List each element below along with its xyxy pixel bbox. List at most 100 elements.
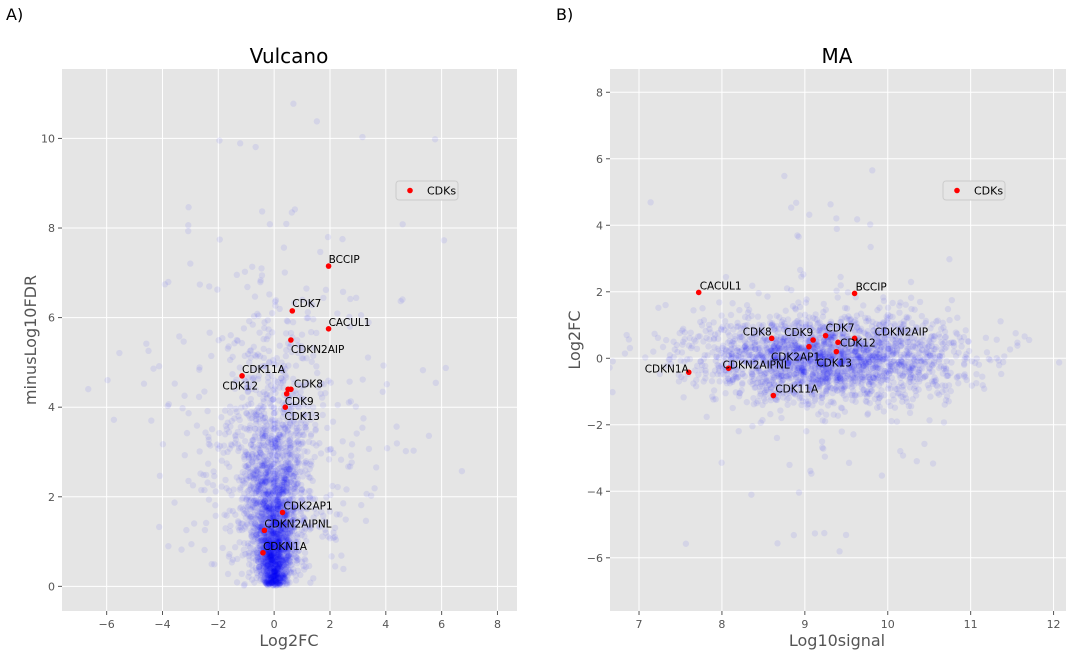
background-point — [907, 370, 914, 377]
background-point — [729, 358, 736, 365]
background-point — [795, 489, 803, 496]
background-point — [276, 574, 283, 581]
background-point — [852, 317, 859, 324]
background-point — [853, 216, 861, 223]
background-point — [302, 421, 309, 428]
background-point — [345, 463, 352, 470]
background-point — [278, 488, 286, 496]
background-point — [808, 470, 815, 477]
background-point — [269, 530, 276, 538]
background-point — [287, 401, 295, 409]
background-point — [803, 354, 810, 361]
background-point — [239, 394, 246, 401]
background-point — [275, 554, 282, 561]
background-point — [363, 490, 370, 498]
background-point — [812, 352, 820, 359]
background-point — [397, 297, 404, 305]
background-point — [813, 316, 821, 323]
background-point — [857, 342, 864, 350]
background-point — [950, 348, 958, 355]
background-point — [283, 479, 291, 486]
background-point — [258, 460, 266, 467]
background-point — [251, 489, 258, 497]
background-point — [735, 427, 742, 435]
background-point — [190, 520, 198, 527]
cdk-point — [289, 308, 296, 314]
background-point — [840, 322, 847, 329]
background-point — [718, 312, 725, 319]
y-tick-label: 0 — [48, 580, 55, 593]
background-point — [806, 211, 813, 218]
background-point — [266, 509, 273, 516]
background-point — [270, 558, 277, 565]
background-point — [295, 394, 303, 401]
background-point — [233, 336, 241, 344]
background-point — [896, 302, 903, 309]
background-point — [284, 549, 291, 556]
background-point — [265, 530, 272, 538]
background-point — [867, 365, 875, 373]
background-point — [228, 417, 235, 425]
background-point — [838, 356, 846, 363]
background-point — [266, 565, 273, 572]
background-point — [785, 359, 792, 366]
background-point — [268, 499, 276, 506]
background-point — [682, 540, 690, 547]
background-point — [272, 572, 279, 580]
background-point — [683, 356, 691, 363]
background-point — [268, 518, 275, 525]
background-point — [893, 418, 901, 425]
background-point — [265, 552, 273, 559]
background-point — [943, 372, 950, 380]
background-point — [301, 459, 308, 466]
background-point — [764, 293, 771, 300]
background-point — [262, 532, 270, 540]
background-point — [769, 356, 776, 363]
background-point — [276, 578, 283, 585]
background-point — [273, 551, 280, 559]
background-point — [290, 485, 298, 492]
background-point — [786, 375, 793, 383]
background-point — [222, 476, 229, 484]
background-point — [283, 374, 290, 381]
background-point — [922, 361, 929, 368]
background-point — [353, 430, 360, 437]
background-point — [263, 557, 271, 564]
background-point — [810, 387, 817, 395]
background-point — [270, 565, 278, 572]
background-point — [779, 358, 787, 366]
background-point — [269, 529, 277, 536]
cdk-point — [282, 404, 289, 410]
background-point — [743, 327, 751, 335]
background-point — [286, 460, 293, 467]
background-point — [268, 552, 276, 559]
background-point — [817, 334, 824, 341]
background-point — [258, 536, 265, 544]
background-point — [263, 534, 271, 541]
background-point — [280, 513, 288, 521]
background-point — [757, 369, 764, 377]
background-point — [261, 544, 268, 552]
background-point — [318, 394, 326, 401]
background-point — [254, 487, 261, 494]
background-point — [277, 500, 284, 507]
background-point — [284, 536, 292, 543]
background-point — [884, 346, 892, 353]
background-point — [269, 495, 276, 502]
background-point — [826, 374, 834, 381]
background-point — [249, 442, 257, 449]
background-point — [251, 293, 259, 300]
background-point — [275, 500, 282, 508]
background-point — [776, 336, 784, 344]
background-point — [282, 556, 290, 564]
background-point — [796, 367, 804, 375]
background-point — [719, 342, 727, 349]
background-point — [270, 531, 278, 539]
background-point — [883, 340, 891, 348]
background-point — [287, 488, 295, 496]
background-point — [241, 268, 249, 275]
background-point — [304, 381, 311, 388]
background-point — [290, 494, 298, 501]
background-point — [888, 374, 896, 381]
background-point — [269, 489, 277, 497]
